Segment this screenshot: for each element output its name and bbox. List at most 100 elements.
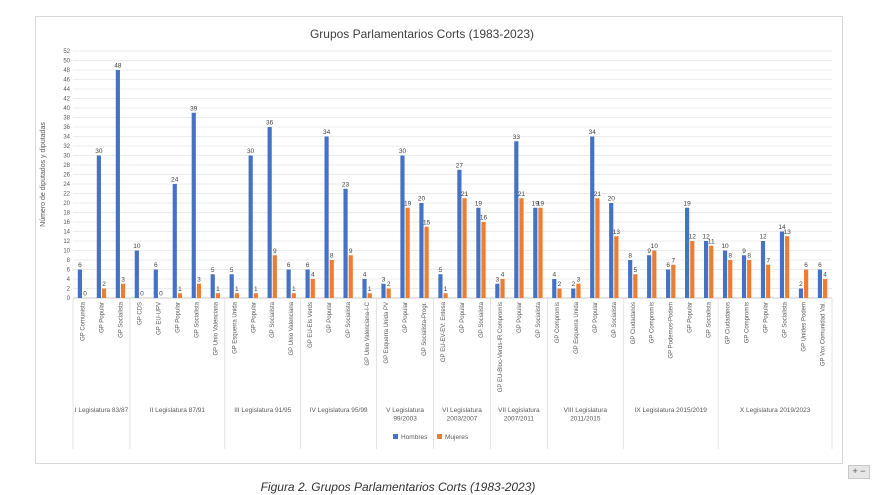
category-label: GP Unio Valenciana	[289, 301, 295, 355]
y-tick-label: 32	[63, 144, 70, 150]
data-label-hombres: 33	[513, 134, 521, 141]
category-label: GP Podemos-Podem	[669, 302, 675, 359]
data-label-mujeres: 1	[292, 286, 296, 293]
data-label-mujeres: 7	[766, 257, 770, 264]
data-label-hombres: 20	[608, 196, 616, 203]
bar-mujeres	[481, 222, 486, 298]
bar-hombres	[798, 288, 804, 298]
data-label-mujeres: 8	[728, 253, 732, 260]
bar-hombres	[115, 70, 120, 298]
legislatura-label: X Legislatura 2019/2023	[740, 407, 811, 414]
zoom-controls[interactable]: + −	[848, 465, 870, 479]
bar-mujeres	[234, 293, 239, 298]
bar-hombres	[286, 269, 291, 298]
bar-hombres	[343, 188, 348, 298]
category-label: GP CDS	[137, 302, 143, 325]
bar-hombres	[362, 279, 367, 298]
data-label-mujeres: 8	[330, 253, 334, 260]
y-axis-label: Número de diputados y diputadas	[40, 122, 47, 227]
legend-swatch-mujeres	[437, 434, 442, 439]
data-label-hombres: 6	[287, 262, 291, 269]
data-label-hombres: 6	[306, 262, 310, 269]
y-tick-label: 50	[63, 59, 70, 65]
data-label-hombres: 10	[133, 243, 141, 250]
data-label-hombres: 5	[211, 267, 215, 274]
category-label: GP Socialista	[118, 301, 124, 338]
y-tick-label: 8	[67, 258, 71, 264]
bar-hombres	[172, 184, 177, 298]
category-label: GP Esquerra Unida PV	[384, 302, 390, 364]
category-label: GP EU-EV-EV: Entesa	[441, 301, 447, 362]
y-tick-label: 30	[63, 154, 70, 160]
data-label-hombres: 4	[552, 272, 556, 279]
legend-label-hombres: Hombres	[401, 434, 428, 441]
bar-hombres	[419, 203, 424, 298]
y-tick-label: 6	[67, 268, 71, 274]
bar-hombres	[267, 127, 272, 298]
bar-mujeres	[215, 293, 220, 298]
category-label: GP Popular	[251, 302, 257, 333]
data-label-hombres: 27	[456, 162, 464, 169]
data-label-hombres: 2	[799, 281, 803, 288]
category-label: GP Esquerra Unida	[232, 301, 238, 354]
legislatura-label: VIII Legislatura	[564, 407, 608, 414]
data-label-hombres: 30	[399, 148, 407, 155]
category-label: GP Unides Podem	[802, 302, 808, 352]
category-label: GP EU-Els Verds	[308, 302, 314, 348]
bar-mujeres	[519, 198, 524, 298]
data-label-hombres: 19	[475, 200, 483, 207]
data-label-mujeres: 16	[480, 215, 488, 222]
category-label: GP Socialista	[194, 301, 200, 338]
data-label-mujeres: 21	[594, 191, 602, 198]
category-label: GP Ciudadanos	[631, 302, 637, 344]
data-label-mujeres: 21	[518, 191, 526, 198]
category-label: GP Vox Comunidad Val.	[821, 302, 827, 366]
data-label-hombres: 6	[154, 262, 158, 269]
category-label: GP Popular	[593, 302, 599, 333]
category-label: GP Socialista-Progr.	[422, 302, 428, 356]
bar-mujeres	[405, 207, 410, 298]
bar-mujeres	[538, 207, 543, 298]
category-label: GP EU-UPV	[156, 302, 162, 335]
bar-mujeres	[272, 255, 277, 298]
bar-hombres	[96, 155, 101, 298]
data-label-mujeres: 10	[651, 243, 659, 250]
bar-hombres	[476, 207, 481, 298]
bar-hombres	[685, 207, 690, 298]
data-label-mujeres: 15	[423, 219, 431, 226]
data-label-mujeres: 3	[197, 276, 201, 283]
bar-mujeres	[804, 269, 809, 298]
category-label: GP Socialista	[612, 301, 618, 338]
data-label-hombres: 5	[439, 267, 443, 274]
bar-mujeres	[500, 279, 505, 298]
bar-mujeres	[120, 283, 126, 298]
data-label-mujeres: 13	[613, 229, 621, 236]
bar-hombres	[191, 112, 196, 298]
chart-title: Grupos Parlamentarios Corts (1983-2023)	[310, 27, 534, 41]
data-label-mujeres: 1	[254, 286, 258, 293]
figure-caption: Figura 2. Grupos Parlamentarios Corts (1…	[260, 480, 536, 494]
y-tick-label: 40	[63, 106, 70, 112]
data-label-hombres: 8	[628, 253, 632, 260]
data-label-hombres: 2	[571, 281, 575, 288]
y-tick-label: 4	[67, 277, 71, 283]
data-label-mujeres: 4	[823, 272, 827, 279]
y-tick-label: 42	[63, 97, 70, 103]
data-label-hombres: 34	[589, 129, 597, 136]
y-tick-label: 34	[63, 135, 70, 141]
category-label: GP EU-Bloc-Verds-IR Compromís	[498, 302, 504, 392]
category-label: GP Unio Valenciana-I-C	[365, 301, 371, 365]
data-label-mujeres: 21	[461, 191, 469, 198]
data-label-hombres: 9	[742, 248, 746, 255]
bar-mujeres	[633, 274, 638, 298]
category-label: GP Popular	[175, 302, 181, 333]
legislatura-label: IX Legislatura 2015/2019	[635, 407, 708, 414]
legislatura-label: 2011/2015	[570, 416, 601, 423]
bar-hombres	[229, 274, 234, 298]
bar-hombres	[666, 269, 671, 298]
data-label-hombres: 19	[532, 200, 540, 207]
bar-hombres	[305, 269, 310, 298]
legislatura-label: III Legislatura 91/95	[234, 407, 291, 414]
data-label-hombres: 34	[323, 129, 331, 136]
bar-mujeres	[728, 260, 733, 298]
